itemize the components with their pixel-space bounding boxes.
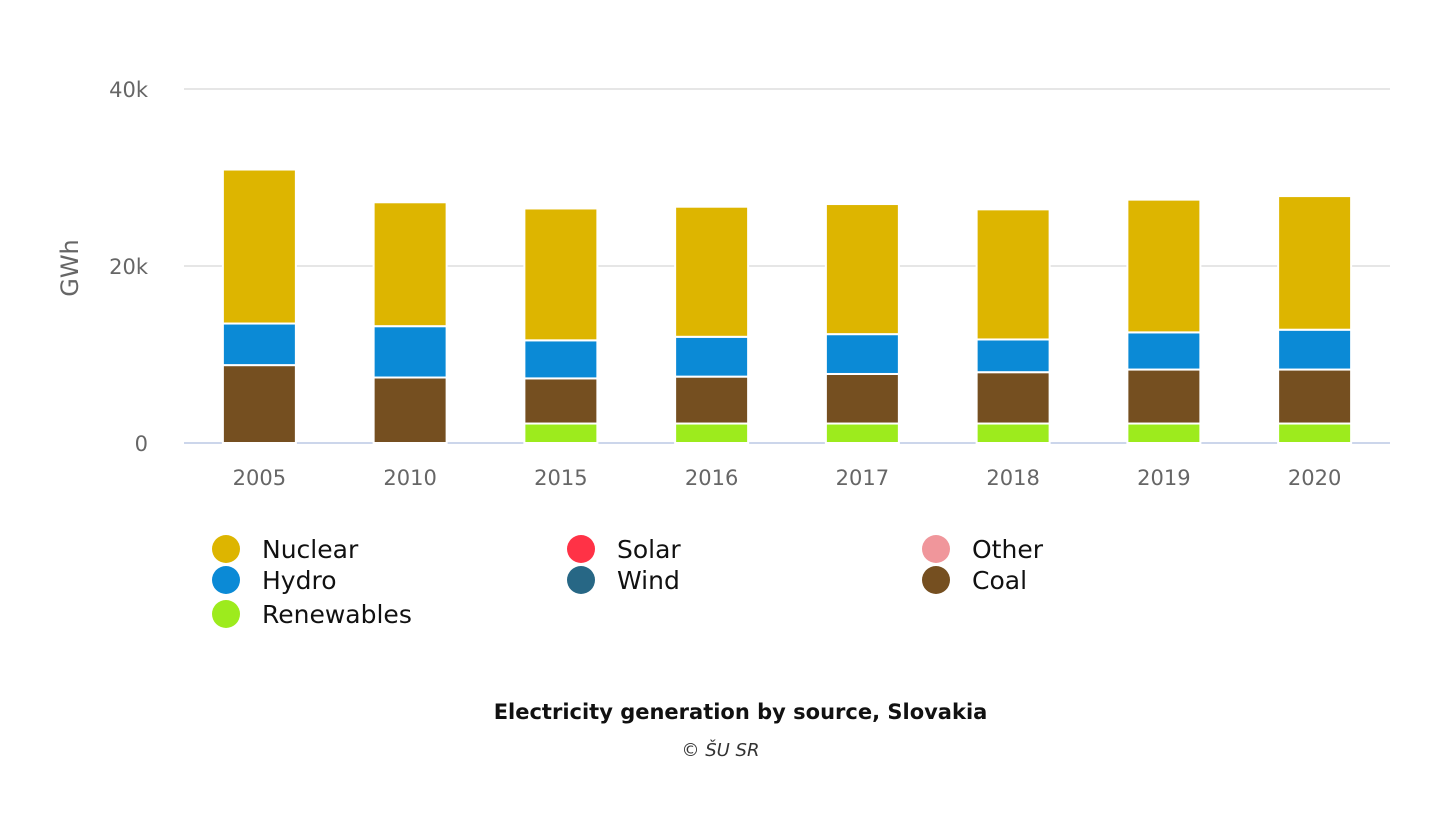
legend-item-other[interactable]: Other [922,533,1043,565]
y-axis-ticks: 0 20k 40k [109,78,149,456]
bar-nuclear-2020[interactable] [1277,195,1353,331]
x-axis-ticks: 2005 2010 2015 2016 2017 2018 2019 2020 [233,466,1342,490]
x-tick-label: 2017 [836,466,889,490]
bar-coal-2019[interactable] [1126,368,1202,425]
x-tick-label: 2005 [233,466,286,490]
bar-nuclear-2010[interactable] [372,201,448,328]
bar-hydro-2010[interactable] [372,325,448,379]
bar-nuclear-2019[interactable] [1126,198,1202,334]
x-tick-label: 2010 [383,466,436,490]
bar-hydro-2015[interactable] [523,339,599,380]
legend-dot-coal [922,566,950,594]
x-tick-label: 2015 [534,466,587,490]
legend-dot-other [922,535,950,563]
x-tick-label: 2016 [685,466,738,490]
legend-item-wind[interactable]: Wind [567,564,680,596]
bar-coal-2005[interactable] [221,364,297,444]
y-tick-label: 0 [135,432,148,456]
bar-coal-2017[interactable] [824,372,900,425]
chart-title: Electricity generation by source, Slovak… [493,700,988,724]
bar-coal-2016[interactable] [674,375,750,425]
bar-nuclear-2016[interactable] [674,205,750,338]
bar-renewables-2015[interactable] [523,422,599,444]
bar-hydro-2016[interactable] [674,335,750,378]
bar-renewables-2017[interactable] [824,422,900,444]
gridlines [184,88,1390,444]
bar-coal-2020[interactable] [1277,368,1353,425]
stacked-bar-chart: 0 20k 40k 2005 2010 2015 2016 2017 2018 2019 2020… [56,78,1390,490]
legend-item-nuclear[interactable]: Nuclear [212,533,358,565]
legend-dot-wind [567,566,595,594]
bar-nuclear-2005[interactable] [221,168,297,325]
legend-dot-nuclear [212,535,240,563]
bar-coal-2010[interactable] [372,376,448,445]
legend-item-solar[interactable]: Solar [567,533,681,565]
y-axis-label: GWh [56,239,84,297]
legend-item-coal[interactable]: Coal [922,564,1027,596]
x-tick-label: 2020 [1288,466,1341,490]
bar-renewables-2019[interactable] [1126,422,1202,444]
bar-renewables-2018[interactable] [975,422,1051,444]
bar-hydro-2019[interactable] [1126,331,1202,371]
legend-label: Other [972,534,1043,564]
y-tick-label: 20k [109,255,149,279]
x-tick-label: 2018 [986,466,1039,490]
bar-coal-2018[interactable] [975,371,1051,425]
bar-renewables-2016[interactable] [674,422,750,444]
bar-nuclear-2018[interactable] [975,208,1051,341]
legend-item-hydro[interactable]: Hydro [212,564,337,596]
y-tick-label: 40k [109,78,149,102]
legend-label: Wind [617,565,680,595]
bar-hydro-2018[interactable] [975,338,1051,374]
legend-dot-hydro [212,566,240,594]
bar-nuclear-2015[interactable] [523,207,599,342]
legend-label: Coal [972,565,1028,595]
bars [221,168,1353,445]
legend-item-renewables[interactable]: Renewables [212,598,412,630]
legend-dot-renewables [212,600,240,628]
x-tick-label: 2019 [1137,466,1190,490]
legend-dot-solar [567,535,595,563]
bar-hydro-2020[interactable] [1277,328,1353,371]
bar-hydro-2005[interactable] [221,322,297,367]
bar-coal-2015[interactable] [523,377,599,425]
bar-renewables-2020[interactable] [1277,422,1353,444]
legend-label: Nuclear [262,534,359,564]
bar-nuclear-2017[interactable] [824,203,900,336]
chart-credit: © ŠU SR [681,740,760,761]
bar-hydro-2017[interactable] [824,333,900,375]
legend-label: Solar [617,534,681,564]
legend-label: Renewables [262,599,412,629]
legend-label: Hydro [262,565,337,595]
